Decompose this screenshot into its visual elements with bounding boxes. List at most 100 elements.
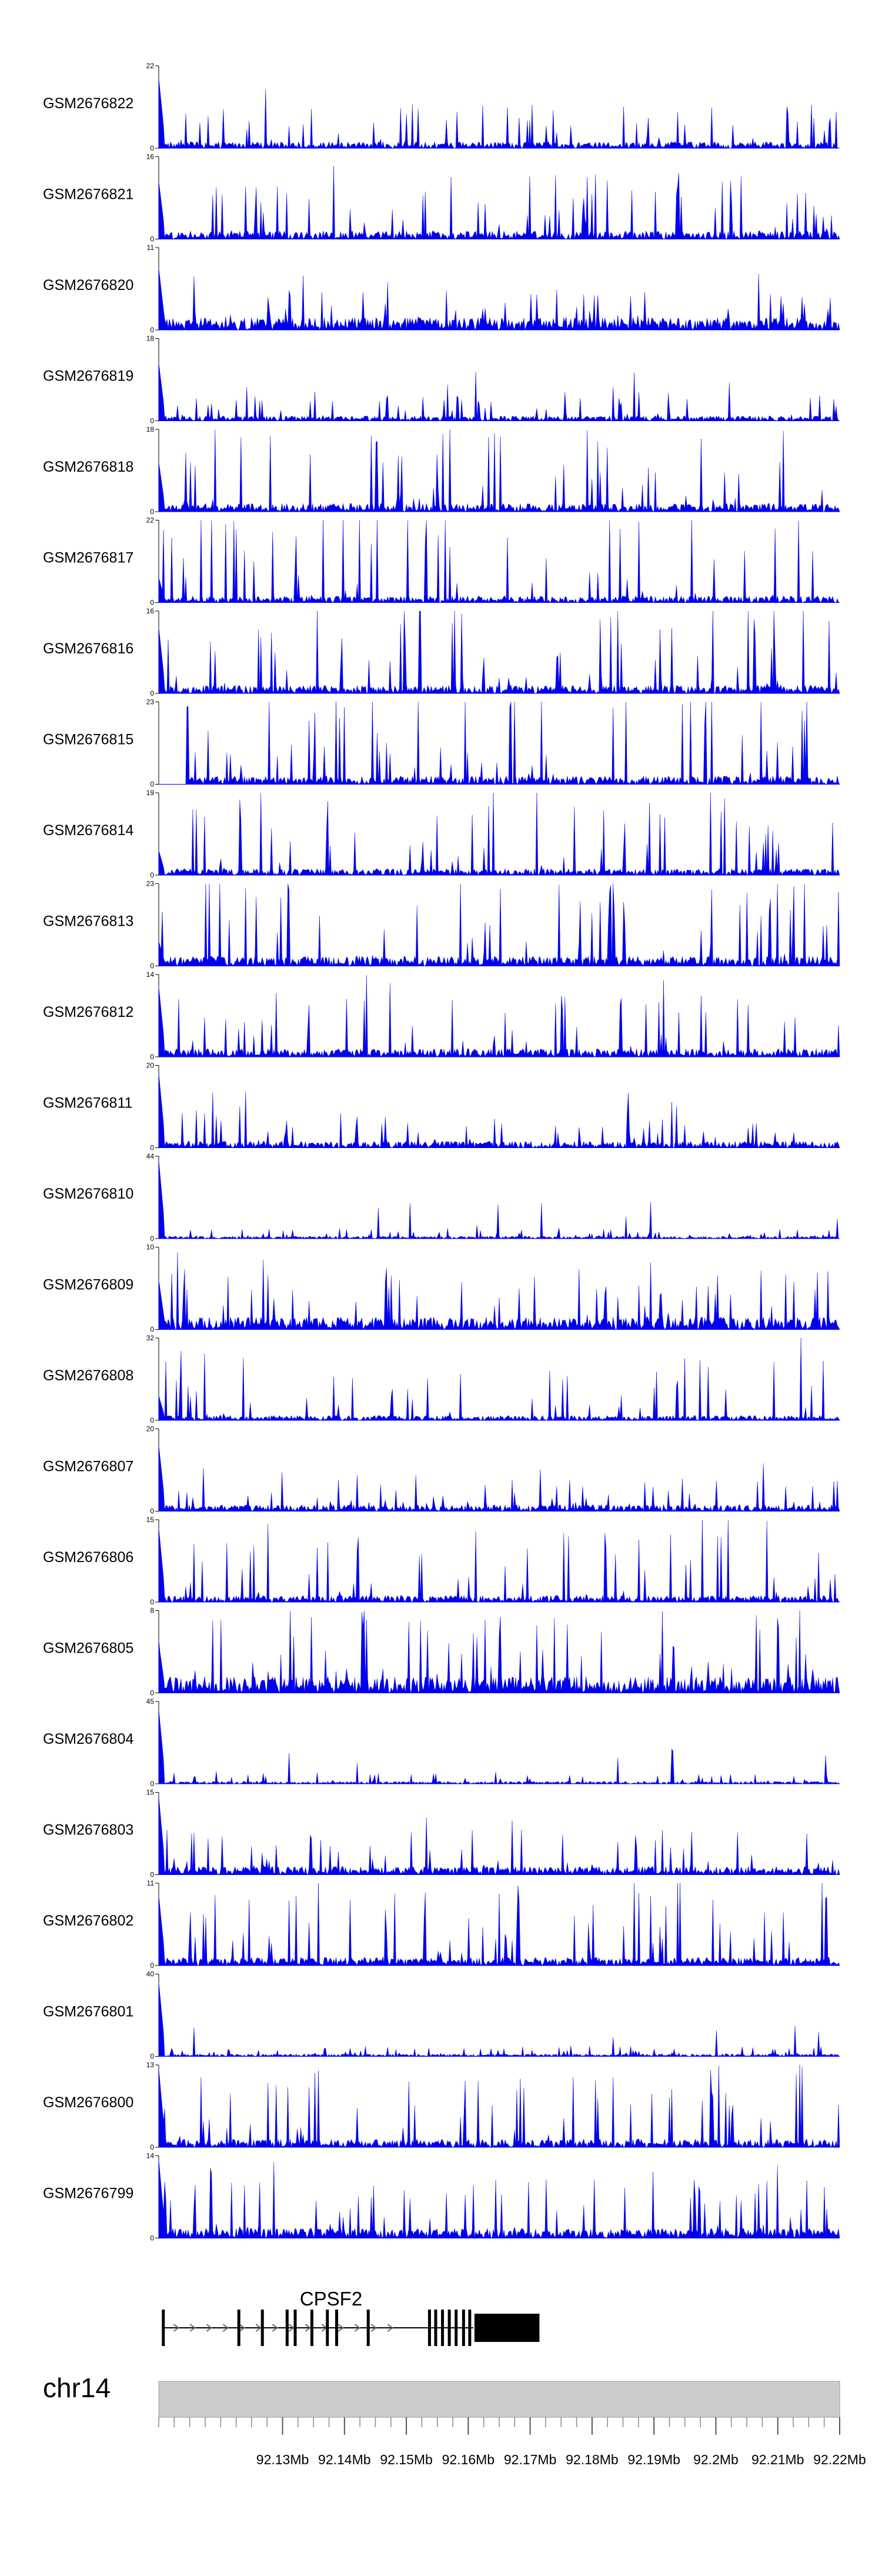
y-max-label: 16 — [146, 607, 155, 615]
strand-arrow — [222, 2324, 229, 2332]
coverage-track: 20 0 GSM2676811 — [43, 1062, 840, 1152]
track-label: GSM2676802 — [43, 1913, 133, 1929]
y-max-label: 13 — [146, 2061, 155, 2069]
y-min-label: 0 — [150, 780, 154, 789]
strand-arrow — [338, 2324, 344, 2332]
coverage-track: 40 0 GSM2676801 — [43, 1970, 840, 2061]
y-min-label: 0 — [150, 326, 154, 334]
axis-tick-label: 92.13Mb — [256, 2452, 309, 2467]
y-max-label: 14 — [146, 2152, 155, 2160]
exon — [447, 2310, 451, 2346]
y-max-label: 23 — [146, 880, 155, 888]
y-min-label: 0 — [150, 871, 154, 879]
axis-tick-label: 92.15Mb — [380, 2452, 433, 2467]
track-label: GSM2676816 — [43, 640, 133, 657]
coverage-area — [158, 1796, 840, 1876]
y-min-label: 0 — [150, 2143, 154, 2151]
exon — [293, 2310, 297, 2346]
y-max-label: 15 — [146, 1516, 155, 1524]
axis-tick-label: 92.21Mb — [751, 2452, 804, 2467]
track-label: GSM2676806 — [43, 1549, 133, 1566]
exon — [260, 2310, 264, 2346]
y-min-label: 0 — [150, 1416, 154, 1424]
coverage-track: 18 0 GSM2676818 — [43, 425, 840, 516]
y-min-label: 0 — [150, 2053, 154, 2061]
gene-annotation-track: CPSF2 — [162, 2288, 540, 2346]
track-label: GSM2676812 — [43, 1004, 133, 1020]
coverage-area — [158, 2064, 840, 2148]
axis-tick-label: 92.19Mb — [627, 2452, 680, 2467]
y-max-label: 22 — [146, 516, 155, 525]
y-min-label: 0 — [150, 508, 154, 516]
y-max-label: 32 — [146, 1334, 155, 1342]
coverage-area — [158, 166, 840, 240]
y-min-label: 0 — [150, 2234, 154, 2243]
coverage-track: 8 0 GSM2676805 — [43, 1607, 840, 1697]
coverage-track: 16 0 GSM2676816 — [43, 607, 840, 698]
track-label: GSM2676821 — [43, 186, 133, 203]
y-min-label: 0 — [150, 1689, 154, 1697]
exon — [326, 2310, 329, 2346]
track-label: GSM2676811 — [43, 1095, 132, 1112]
coverage-area — [158, 1160, 840, 1239]
y-min-label: 0 — [150, 962, 154, 970]
y-max-label: 11 — [147, 1879, 155, 1887]
track-label: GSM2676807 — [43, 1459, 133, 1475]
axis-tick-label: 92.2Mb — [693, 2452, 739, 2467]
strand-arrow — [189, 2324, 196, 2332]
strand-arrow — [354, 2324, 360, 2332]
track-label: GSM2676820 — [43, 277, 133, 293]
y-max-label: 23 — [146, 698, 155, 706]
coverage-track: 45 0 GSM2676804 — [43, 1697, 840, 1788]
y-min-label: 0 — [150, 1871, 154, 1879]
y-max-label: 20 — [146, 1425, 155, 1433]
axis-tick-label: 92.18Mb — [566, 2452, 619, 2467]
exon — [455, 2310, 458, 2346]
y-max-label: 40 — [146, 1970, 155, 1978]
y-min-label: 0 — [150, 1598, 154, 1606]
y-min-label: 0 — [150, 1507, 154, 1516]
y-max-label: 20 — [146, 1062, 155, 1070]
coverage-track: 20 0 GSM2676807 — [43, 1425, 840, 1516]
coverage-tracks: 220GSM2676822160GSM2676821110GSM26768201… — [43, 62, 840, 2243]
track-label: GSM2676800 — [43, 2094, 133, 2111]
track-label: GSM2676805 — [43, 1640, 133, 1657]
strand-arrow — [255, 2324, 262, 2332]
track-label: GSM2676814 — [43, 822, 133, 839]
coverage-track: 22 0 GSM2676817 — [43, 516, 840, 607]
strand-arrow — [387, 2324, 393, 2332]
coverage-area — [158, 1337, 840, 1421]
coverage-area — [158, 610, 840, 694]
exon — [162, 2310, 165, 2346]
coverage-track: 22 0 GSM2676822 — [43, 62, 840, 152]
y-max-label: 44 — [146, 1152, 155, 1160]
coverage-track: 15 0 GSM2676803 — [43, 1788, 840, 1879]
y-max-label: 16 — [146, 153, 155, 161]
strand-arrow — [239, 2324, 245, 2332]
exon — [310, 2310, 313, 2346]
chromosome-label: chr14 — [43, 2373, 111, 2403]
strand-arrow — [173, 2324, 179, 2332]
coverage-track: 32 0 GSM2676808 — [43, 1334, 840, 1424]
y-min-label: 0 — [150, 1961, 154, 1970]
track-label: GSM2676818 — [43, 459, 133, 475]
track-label: GSM2676813 — [43, 913, 133, 930]
exon — [366, 2310, 370, 2346]
coverage-track: 11 0 GSM2676820 — [43, 243, 840, 334]
y-max-label: 10 — [146, 1243, 155, 1252]
exon — [335, 2310, 339, 2346]
coverage-area — [158, 1709, 840, 1784]
strand-arrow — [272, 2324, 278, 2332]
exon — [462, 2310, 465, 2346]
coverage-track: 15 0 GSM2676806 — [43, 1516, 840, 1606]
strand-arrow — [370, 2324, 377, 2332]
coverage-track: 11 0 GSM2676802 — [43, 1879, 840, 1970]
track-label: GSM2676809 — [43, 1277, 133, 1293]
axis-tick-label: 92.22Mb — [813, 2452, 866, 2467]
y-max-label: 45 — [146, 1697, 155, 1706]
coverage-area — [158, 1610, 840, 1694]
coverage-track: 23 0 GSM2676813 — [43, 880, 840, 970]
y-max-label: 11 — [147, 243, 155, 252]
y-min-label: 0 — [150, 1234, 154, 1243]
y-min-label: 0 — [150, 144, 154, 152]
